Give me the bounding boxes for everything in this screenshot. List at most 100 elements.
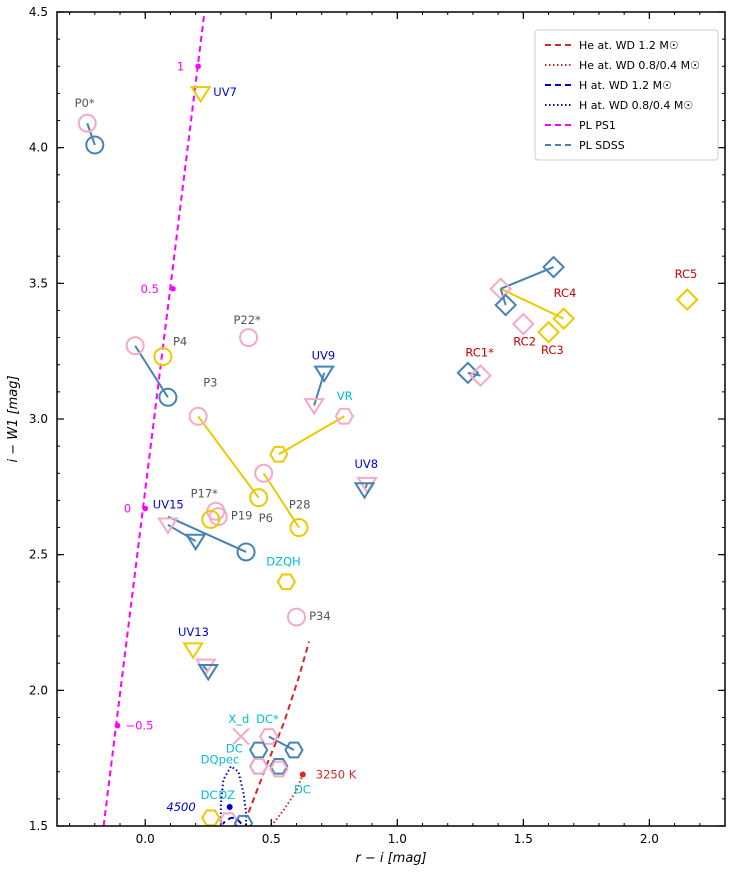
- object-label: DZQH: [266, 555, 300, 569]
- y-tick-label: 4.5: [29, 5, 48, 19]
- connector-line: [268, 735, 295, 751]
- object-label: DC: [226, 742, 243, 756]
- pl-ps1-point-label: 0: [124, 502, 131, 516]
- hexagon-marker: [269, 757, 289, 775]
- circle-marker: [201, 509, 221, 529]
- legend-entry-label: He at. WD 0.8/0.4 M☉: [579, 59, 700, 72]
- object-label: P0*: [75, 96, 95, 110]
- legend-entry-label: PL PS1: [579, 119, 616, 132]
- connector-line: [500, 287, 565, 320]
- circle-marker: [125, 336, 145, 356]
- object-label: P4: [173, 335, 187, 349]
- connector-line: [134, 345, 169, 398]
- he-wd-0.8-track: [270, 774, 304, 826]
- diamond-marker: [675, 288, 699, 312]
- circle-marker: [77, 113, 97, 133]
- connector-line: [278, 415, 345, 456]
- triangle-marker: [197, 664, 220, 682]
- object-label: RC2: [513, 335, 536, 349]
- diamond-marker: [542, 255, 566, 279]
- hexagon-marker: [269, 445, 289, 463]
- connector-line: [197, 415, 260, 499]
- connector-line: [262, 472, 300, 529]
- triangle-marker: [184, 533, 207, 552]
- y-tick-label: 2.5: [29, 548, 48, 562]
- legend-entry-label: H at. WD 1.2 M☉: [579, 79, 672, 92]
- cross-marker: [232, 727, 250, 746]
- y-tick-label: 1.5: [29, 819, 48, 833]
- object-label: P3: [203, 375, 217, 389]
- object-label: P34: [309, 609, 331, 623]
- triangle-marker: [157, 517, 179, 535]
- object-label: DC: [294, 782, 311, 796]
- triangle-marker: [353, 482, 376, 500]
- hexagon-marker: [201, 809, 221, 826]
- connector-line: [167, 523, 197, 542]
- hexagon-marker: [276, 573, 297, 591]
- circle-marker: [153, 347, 173, 367]
- x-tick-label: 1.0: [388, 832, 407, 846]
- legend-entry-label: H at. WD 0.8/0.4 M☉: [579, 99, 693, 112]
- h-wd-1.2-track: [220, 816, 247, 826]
- triangle-marker: [313, 365, 336, 383]
- object-label: P22*: [233, 313, 261, 327]
- hexagon-marker: [249, 757, 269, 775]
- hexagon-marker: [284, 741, 304, 759]
- object-label: P6: [259, 511, 273, 525]
- pl-ps1-point: [142, 505, 149, 512]
- object-label: RC4: [554, 286, 577, 300]
- object-label: DZ: [218, 788, 235, 802]
- y-tick-label: 3.5: [29, 276, 48, 290]
- pl-ps1-point-label: 0.5: [141, 282, 159, 296]
- x-axis-title: r − i [mag]: [355, 851, 426, 866]
- hexagon-marker: [233, 814, 254, 826]
- triangle-marker: [303, 398, 325, 416]
- object-label: DQpec: [201, 753, 240, 767]
- circle-marker: [286, 607, 306, 627]
- diamond-marker: [537, 320, 560, 344]
- legend: He at. WD 1.2 M☉ He at. WD 0.8/0.4 M☉ H at…: [534, 29, 719, 161]
- pl-ps1-point: [195, 63, 201, 70]
- circle-marker: [85, 135, 105, 155]
- he-wd-endpoint-label: 3250 K: [316, 767, 357, 781]
- diamond-marker: [511, 312, 535, 336]
- axes: 0.0 0.5 1.0 1.5 2.0 1.5 2.0 2.5 3.0 3.5 4.0 4.5 r − …: [6, 5, 726, 866]
- y-tick-label: 3.0: [29, 412, 48, 426]
- object-label: RC3: [541, 343, 564, 357]
- he-wd-1.2-track: [247, 641, 311, 813]
- object-label: P19: [231, 508, 253, 522]
- object-label: VR: [337, 389, 353, 403]
- hexagon-marker: [334, 407, 355, 425]
- hexagon-marker: [269, 760, 289, 778]
- object-label: RC5: [675, 267, 698, 281]
- y-tick-label: 2.0: [29, 683, 48, 697]
- circle-marker: [239, 328, 259, 348]
- x-tick-label: 0.0: [136, 832, 155, 846]
- triangle-marker: [182, 642, 204, 660]
- pl-ps1-point: [170, 285, 176, 292]
- diamond-marker: [469, 364, 492, 388]
- circle-marker: [254, 463, 274, 483]
- x-tick-label: 1.5: [514, 832, 533, 846]
- h-wd-0.8-track: [219, 764, 248, 826]
- legend-entry-label: He at. WD 1.2 M☉: [579, 39, 679, 52]
- pl-ps1-point-label: −0.5: [125, 719, 153, 733]
- legend-box: [534, 29, 719, 161]
- connector-line: [500, 266, 554, 290]
- triangle-marker: [189, 86, 212, 104]
- h-wd-endpoint-label: 4500: [166, 800, 195, 814]
- hexagon-marker: [259, 728, 279, 745]
- x-tick-label: 2.0: [640, 832, 659, 846]
- connector-line: [167, 515, 247, 553]
- pl-ps1-point-label: 1: [177, 59, 184, 73]
- circle-marker: [236, 542, 256, 562]
- legend-entry-label: PL SDSS: [579, 139, 625, 152]
- circle-marker: [289, 518, 309, 538]
- x-tick-label: 0.5: [262, 832, 281, 846]
- object-label: DC*: [256, 712, 279, 726]
- object-label: UV8: [354, 457, 378, 471]
- circle-marker: [188, 406, 208, 426]
- he-wd-endpoint: [299, 771, 306, 778]
